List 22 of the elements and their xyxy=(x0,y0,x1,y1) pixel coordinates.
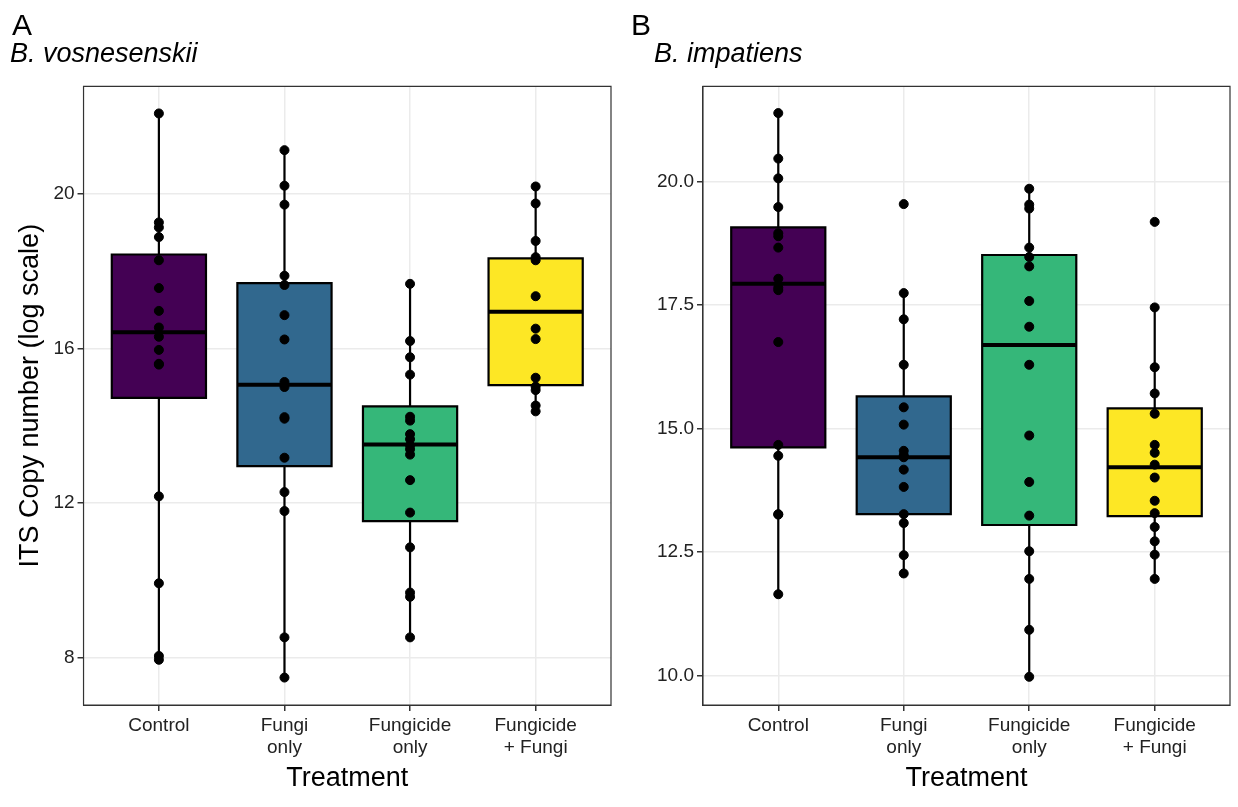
x-tick-label: Fungicide only xyxy=(988,713,1071,758)
y-tick-label: 16 xyxy=(53,336,75,358)
x-tick-label: Fungicide + Fungi xyxy=(494,713,577,758)
y-tick-label: 15.0 xyxy=(657,416,694,438)
y-tick-label: 20 xyxy=(53,182,75,204)
x-tick-label: Fungi only xyxy=(879,713,928,758)
y-tick-label: 17.5 xyxy=(657,293,694,315)
x-axis-title: Treatment xyxy=(905,762,1029,793)
y-tick-label: 12.5 xyxy=(657,540,694,562)
x-tick-label: Control xyxy=(128,713,190,735)
y-tick-label: 8 xyxy=(63,645,75,667)
x-tick-label: Control xyxy=(747,713,809,735)
y-tick-label: 20.0 xyxy=(657,169,694,191)
x-tick-label: Fungicide only xyxy=(368,713,452,758)
x-tick-label: Fungicide + Fungi xyxy=(1113,713,1196,758)
chart-title: B. impatiens xyxy=(654,37,803,68)
x-axis-title: Treatment xyxy=(286,762,409,793)
text: B xyxy=(631,8,652,42)
y-tick-label: 12 xyxy=(53,491,75,513)
x-tick-label: Fungi only xyxy=(260,713,309,758)
y-tick-label: 10.0 xyxy=(657,664,694,686)
y-axis-title: ITS Copy number (log scale) xyxy=(13,223,44,568)
